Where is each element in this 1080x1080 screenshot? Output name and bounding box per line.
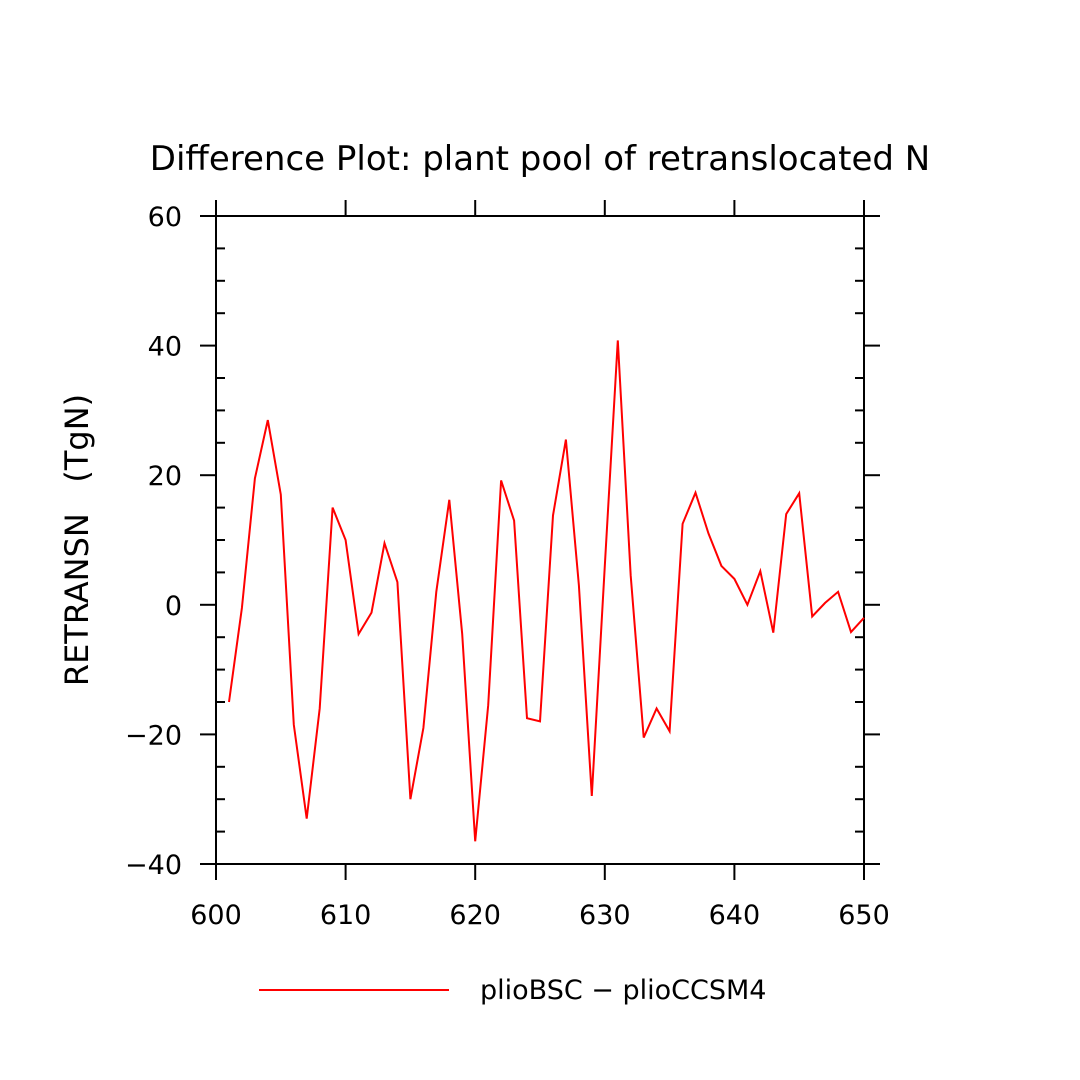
x-tick-label: 600 xyxy=(190,900,242,931)
series-line-pliobsc-minus-plioccsm4 xyxy=(228,340,865,842)
legend-label: plioBSC − plioCCSM4 xyxy=(480,975,766,1006)
y-axis-label: RETRANSN (TgN) xyxy=(58,394,96,686)
y-tick-label: 0 xyxy=(165,591,182,622)
y-tick-label: −20 xyxy=(125,720,182,751)
axis-ticks xyxy=(200,200,880,880)
y-tick-label: 20 xyxy=(148,461,182,492)
legend: plioBSC − plioCCSM4 xyxy=(259,975,766,1006)
x-tick-label: 630 xyxy=(579,900,631,931)
x-tick-label: 620 xyxy=(449,900,501,931)
y-tick-label: 40 xyxy=(148,332,182,363)
y-axis-label-group: RETRANSN (TgN) xyxy=(58,394,96,686)
y-tick-label: 60 xyxy=(148,202,182,233)
chart-title: Difference Plot: plant pool of retranslo… xyxy=(150,139,930,179)
x-tick-label: 650 xyxy=(838,900,890,931)
axis-tick-labels: 600 610 620 630 640 650 −40 −20 0 20 40 60 xyxy=(125,202,890,931)
x-tick-label: 610 xyxy=(320,900,372,931)
x-tick-label: 640 xyxy=(709,900,761,931)
y-tick-label: −40 xyxy=(125,850,182,881)
